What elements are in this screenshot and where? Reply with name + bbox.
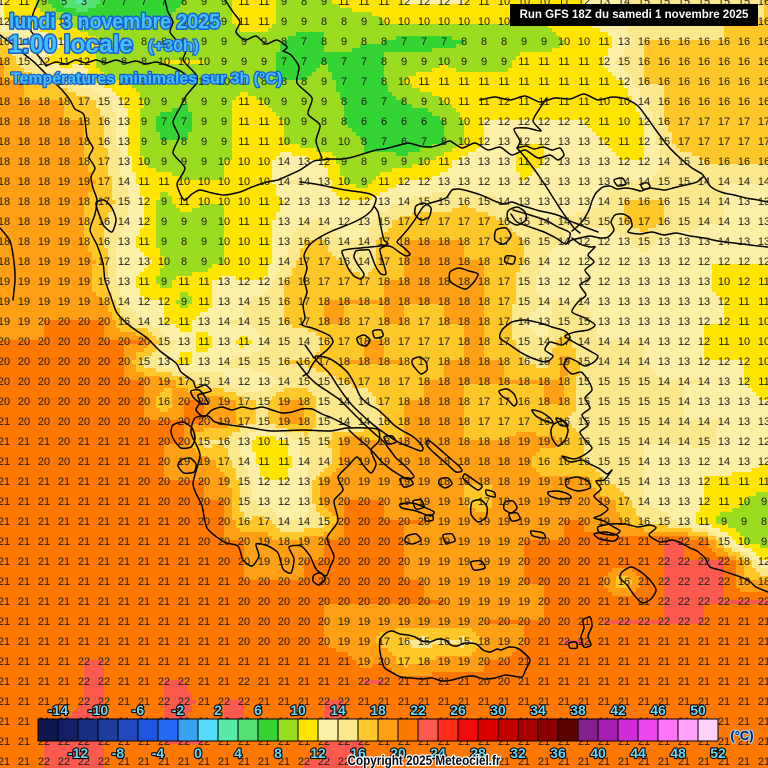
svg-text:20: 20 [390,745,406,761]
svg-text:14: 14 [330,702,346,718]
svg-text:16: 16 [350,745,366,761]
svg-text:(°C): (°C) [730,728,753,743]
svg-text:24: 24 [430,745,446,761]
svg-text:-8: -8 [112,745,125,761]
svg-text:44: 44 [630,745,646,761]
svg-text:12: 12 [310,745,326,761]
svg-text:lundi 3 novembre 2025: lundi 3 novembre 2025 [9,11,220,34]
svg-text:28: 28 [470,745,486,761]
svg-text:-12: -12 [68,745,88,761]
svg-text:2: 2 [214,702,222,718]
svg-text:10: 10 [290,702,306,718]
svg-text:42: 42 [610,702,626,718]
svg-text:36: 36 [550,745,566,761]
svg-text:34: 34 [530,702,546,718]
svg-text:46: 46 [650,702,666,718]
svg-text:-2: -2 [172,702,185,718]
svg-text:32: 32 [510,745,526,761]
svg-text:-4: -4 [152,745,165,761]
svg-text:-10: -10 [88,702,108,718]
svg-text:30: 30 [490,702,506,718]
svg-text:38: 38 [570,702,586,718]
svg-text:18: 18 [370,702,386,718]
svg-text:26: 26 [450,702,466,718]
svg-text:4: 4 [234,745,242,761]
svg-text:-14: -14 [48,702,68,718]
svg-text:6: 6 [254,702,262,718]
svg-text:Copyright 2025 Meteociel.fr: Copyright 2025 Meteociel.fr [348,753,502,768]
svg-text:50: 50 [690,702,706,718]
svg-text:8: 8 [274,745,282,761]
svg-text:22: 22 [410,702,426,718]
svg-text:0: 0 [194,745,202,761]
svg-text:48: 48 [670,745,686,761]
svg-text:-6: -6 [132,702,145,718]
svg-text:40: 40 [590,745,606,761]
svg-text:1:00 locale: 1:00 locale [8,31,133,59]
svg-text:52: 52 [710,745,726,761]
svg-text:(+30h): (+30h) [148,38,199,55]
svg-text:Températures minimales sur 3h: Températures minimales sur 3h (°C) [11,71,282,88]
